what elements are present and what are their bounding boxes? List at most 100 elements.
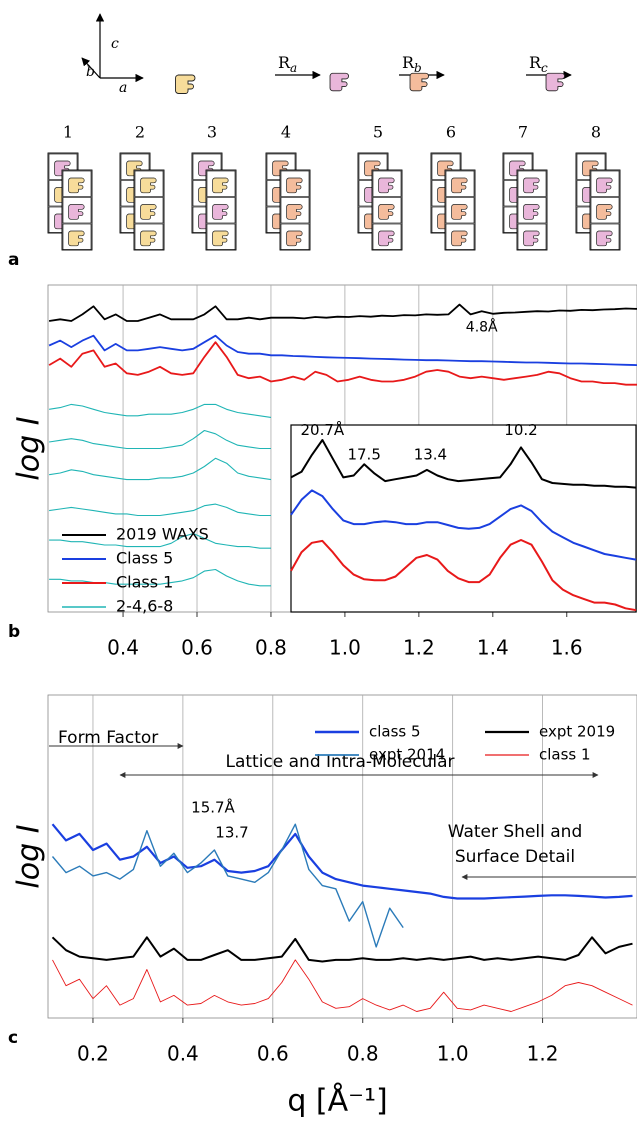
x-tick-label: 1.4 [477,636,509,660]
stack-cell [517,223,547,250]
hand-icon [523,230,540,247]
hand-icon [596,230,613,247]
x-tick-label: 0.4 [107,636,139,660]
data-line [52,959,633,1012]
hand-shape [545,72,565,92]
panel-label: a [8,250,19,270]
hand-shape [140,230,157,247]
x-tick-label: 0.8 [255,636,287,660]
hand-icon [68,177,85,194]
hand-shape [596,230,613,247]
hand-shape [523,230,540,247]
hand-shape [140,204,157,220]
hand-shape [68,204,85,220]
chart: 0.2 0.4 0.6 0.8 1.0 1.2 Form Factor Lattice and… [8,694,637,1119]
annotation: 15.7Å [191,798,235,817]
hand-icon [378,177,395,194]
hand-shape [378,177,395,194]
hand-icon [212,177,229,194]
data-line [51,936,633,963]
stack-cell [206,197,236,224]
stack-number: 1 [63,123,73,142]
hand-shape [596,177,613,194]
hand-shape [68,177,85,194]
annotation: Lattice and Intra-Molecular [225,752,454,772]
axis-label: b [86,64,95,80]
stack-cell [372,170,402,197]
rotation-subscript: b [414,61,422,75]
annotation: 10.2 [504,421,537,439]
hand-icon [378,204,395,220]
hand-icon [545,72,565,92]
data-line [48,334,637,366]
rotation-symbol: R [529,53,542,72]
rotation-label: Ra [278,53,297,75]
stack-cell [134,170,164,197]
x-tick-label: 0.8 [347,1042,379,1066]
hand-icon [286,204,303,220]
data-line [51,823,633,900]
stack-cell [280,223,310,250]
legend-label: 2-4,6-8 [116,597,173,616]
y-axis-label: log I [12,824,47,888]
axis-label: c [111,36,119,52]
hand-shape [596,204,613,220]
hand-shape [329,72,349,92]
hand-shape [451,177,468,194]
hand-shape [451,204,468,220]
stack-cell [590,170,620,197]
hand-icon [140,177,157,194]
hand-icon [451,204,468,220]
axis-arrow [81,57,101,79]
hand-icon [596,177,613,194]
hand-icon [451,177,468,194]
hand-shape [140,177,157,194]
hand-shape [175,74,196,94]
hand-shape [378,204,395,220]
legend-label: class 1 [539,746,591,764]
data-line [290,489,637,561]
hand-shape [523,204,540,220]
hand-icon [68,204,85,220]
hand-shape [451,230,468,247]
stack-cell [445,170,475,197]
stack-number: 3 [207,123,217,142]
data-line [49,403,272,418]
hand-shape [212,177,229,194]
stack-number: 5 [373,123,383,142]
stack-cell [517,170,547,197]
annotation: 13.4 [414,445,447,463]
data-line [48,303,637,322]
legend-label: class 5 [369,723,421,741]
x-tick-label: 1.2 [527,1042,559,1066]
annotation: Surface Detail [455,847,575,867]
x-tick-label: 0.6 [181,636,213,660]
rotation-label: Rc [529,53,548,75]
x-tick-label: 0.4 [167,1042,199,1066]
data-line [290,539,637,612]
hand-icon [140,204,157,220]
charts: 0.4 0.6 0.8 1.0 1.2 1.4 1.6 4.8Å b log I 2019 WAXS… [8,284,637,1119]
hand-icon [140,230,157,247]
stack-cell [134,197,164,224]
hand-shape [286,177,303,194]
x-tick-label: 1.6 [551,636,583,660]
panel-label: c [8,1028,18,1048]
stack-cell [134,223,164,250]
hand-icon [596,204,613,220]
legend-label: Class 5 [116,549,173,568]
stack-cell [206,223,236,250]
hand-icon [68,230,85,247]
hand-icon [286,177,303,194]
legend-label: expt 2014 [369,746,445,764]
x-tick-label: 1.0 [437,1042,469,1066]
stack-cell [280,170,310,197]
stack-cell [62,170,92,197]
legend-label: expt 2019 [539,723,615,741]
x-axis-label: q [Å⁻¹] [287,1083,387,1119]
hand-shape [212,204,229,220]
y-axis-label: log I [12,416,47,480]
panel-label: b [8,622,20,642]
